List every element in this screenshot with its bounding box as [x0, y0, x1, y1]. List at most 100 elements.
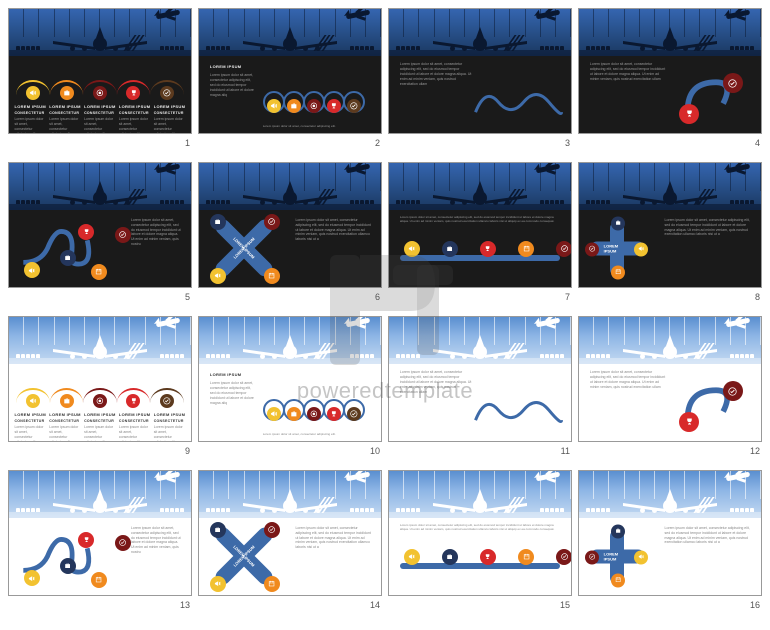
col-heading: LOREM IPSUM [119, 412, 151, 417]
plane-front-icon [473, 37, 487, 51]
node-icon [126, 86, 140, 100]
node-icon [60, 394, 74, 408]
slide-thumbnail[interactable]: LOREM IPSUMLorem ipsum dolor sit amet, c… [198, 8, 382, 134]
airport-header [579, 163, 761, 210]
line-node-icon [518, 241, 534, 257]
slide-thumbnail[interactable]: LOREM IPSUMCONSECTETURLorem ipsum dolor … [8, 316, 192, 442]
col-heading: LOREM IPSUM [154, 104, 186, 109]
node-icon [26, 86, 40, 100]
title: LOREM IPSUM [210, 372, 242, 377]
node-icon [723, 73, 743, 93]
slide-number: 16 [750, 600, 760, 610]
col-text: Lorem ipsum dolor sit amet, consectetur … [49, 117, 81, 134]
loop-icon [287, 99, 301, 113]
node-icon [60, 86, 74, 100]
col-text: Lorem ipsum dolor sit amet, consectetur … [14, 117, 46, 134]
line-node-icon [442, 241, 458, 257]
plane-front-icon [473, 191, 487, 205]
loop-icon [327, 407, 341, 421]
node-icon [93, 394, 107, 408]
plus-node-icon [611, 265, 625, 279]
plus-label: LOREM IPSUM [604, 244, 632, 254]
loop-icon [287, 407, 301, 421]
slide-thumbnail[interactable]: LOREM IPSUMLorem ipsum dolor sit amet, c… [578, 162, 762, 288]
body-text: Lorem ipsum dolor sit amet, consectetur … [295, 218, 371, 242]
x-corner-icon [264, 576, 280, 592]
x-corner-icon [264, 268, 280, 284]
plus-node-icon [634, 550, 648, 564]
slide-number: 13 [180, 600, 190, 610]
slide-thumbnail[interactable]: Lorem ipsum dolor sit amet, consectetur … [8, 162, 192, 288]
slide-number: 2 [375, 138, 380, 148]
slide-thumbnail[interactable]: LOREM IPSUMLOREM IPSUMLorem ipsum dolor … [198, 162, 382, 288]
path-node-icon [78, 532, 94, 548]
loop-icon [327, 99, 341, 113]
col-heading: LOREM IPSUM [14, 104, 46, 109]
loop-icon [267, 407, 281, 421]
slide-thumbnail[interactable]: Lorem ipsum dolor sit amet, consectetur … [578, 8, 762, 134]
x-corner-icon [210, 214, 226, 230]
slide-number: 8 [755, 292, 760, 302]
slide-number: 6 [375, 292, 380, 302]
airport-header [389, 163, 571, 210]
slide-number: 5 [185, 292, 190, 302]
path-node-icon [24, 570, 40, 586]
line-node-icon [442, 549, 458, 565]
body-text: Lorem ipsum dolor sit amet, consectetur … [400, 215, 560, 223]
plane-front-icon [283, 37, 297, 51]
slide-thumbnail[interactable]: Lorem ipsum dolor sit amet, consectetur … [388, 470, 572, 596]
col-heading: LOREM IPSUM [154, 412, 186, 417]
slide-thumbnail[interactable]: LOREM IPSUMCONSECTETURLorem ipsum dolor … [8, 8, 192, 134]
node-icon [679, 412, 699, 432]
col-text: Lorem ipsum dolor sit amet, consectetur … [14, 425, 46, 442]
slide-number: 7 [565, 292, 570, 302]
slide-number: 12 [750, 446, 760, 456]
plane-front-icon [283, 191, 297, 205]
body-text: Lorem ipsum dolor sit amet, consectetur … [210, 73, 257, 97]
slide-thumbnail[interactable]: Lorem ipsum dolor sit amet, consectetur … [388, 8, 572, 134]
col-text: Lorem ipsum dolor sit amet, consectetur … [154, 425, 186, 442]
path-node-icon [60, 558, 76, 574]
path-node-icon [60, 250, 76, 266]
col-heading: LOREM IPSUM [49, 412, 81, 417]
plane-front-icon [663, 37, 677, 51]
airport-header [389, 471, 571, 518]
airport-header [199, 163, 381, 210]
airport-header [9, 471, 191, 518]
x-corner-icon [264, 522, 280, 538]
plane-front-icon [93, 191, 107, 205]
slide-thumbnail[interactable]: Lorem ipsum dolor sit amet, consectetur … [8, 470, 192, 596]
plane-front-icon [473, 345, 487, 359]
body-text: Lorem ipsum dolor sit amet, consectetur … [590, 62, 666, 82]
loop-icon [347, 99, 361, 113]
line-node-icon [404, 549, 420, 565]
col-heading: LOREM IPSUM [49, 104, 81, 109]
node-icon [723, 381, 743, 401]
loop-icon [307, 99, 321, 113]
plane-front-icon [283, 499, 297, 513]
slide-thumbnail[interactable]: Lorem ipsum dolor sit amet, consectetur … [578, 316, 762, 442]
line-node-icon [480, 549, 496, 565]
watermark-text: poweredtemplate [297, 378, 473, 404]
body-text: Lorem ipsum dolor sit amet, consectetur … [590, 370, 666, 390]
path-node-icon [78, 224, 94, 240]
plus-node-icon [585, 550, 599, 564]
slide-number: 10 [370, 446, 380, 456]
x-corner-icon [264, 214, 280, 230]
slide-number: 15 [560, 600, 570, 610]
slide-thumbnail[interactable]: Lorem ipsum dolor sit amet, consectetur … [388, 162, 572, 288]
airport-header [199, 471, 381, 518]
node-icon [160, 86, 174, 100]
node-icon [679, 104, 699, 124]
airport-header [9, 9, 191, 56]
slide-number: 14 [370, 600, 380, 610]
slide-thumbnail[interactable]: LOREM IPSUMLorem ipsum dolor sit amet, c… [578, 470, 762, 596]
node-icon [126, 394, 140, 408]
slide-thumbnail[interactable]: LOREM IPSUMLOREM IPSUMLorem ipsum dolor … [198, 470, 382, 596]
col-text: Lorem ipsum dolor sit amet, consectetur … [49, 425, 81, 442]
airport-header [579, 471, 761, 518]
loop-icon [307, 407, 321, 421]
slide-number: 4 [755, 138, 760, 148]
col-heading: LOREM IPSUM [84, 412, 116, 417]
airport-header [389, 317, 571, 364]
